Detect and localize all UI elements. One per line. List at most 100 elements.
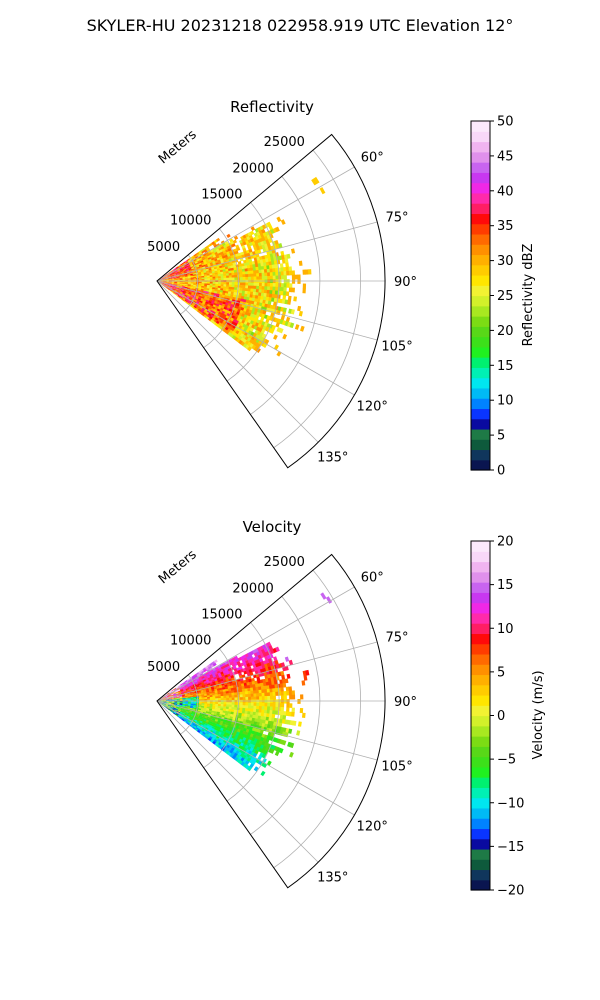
radar-gate xyxy=(187,697,192,699)
radar-gate xyxy=(226,277,230,281)
radar-gate xyxy=(255,269,260,274)
colorbar-segment xyxy=(471,408,490,420)
radar-gate xyxy=(184,685,188,688)
radar-gate xyxy=(230,293,234,298)
radar-gate xyxy=(301,680,306,686)
radar-gate xyxy=(228,702,233,705)
radar-gate xyxy=(239,282,244,286)
radar-gate xyxy=(216,686,221,689)
radar-gate xyxy=(201,284,205,287)
radar-gate xyxy=(211,288,216,292)
reflectivity-azimuth-ticks: 60°75°90°105°120°135° xyxy=(317,151,417,466)
radar-gate xyxy=(208,269,213,273)
radar-gate xyxy=(222,691,227,694)
radar-gate xyxy=(201,697,205,700)
radar-gate xyxy=(285,711,290,717)
radar-gate xyxy=(198,283,203,285)
radar-gate xyxy=(269,706,274,711)
radar-gate xyxy=(273,344,279,350)
radar-gate xyxy=(178,287,183,289)
radar-gate xyxy=(187,276,192,278)
radar-gate xyxy=(181,706,186,708)
radar-gate xyxy=(264,272,268,277)
radar-gate xyxy=(202,679,207,683)
radar-gate xyxy=(169,691,173,694)
azimuth-gridline xyxy=(156,280,355,396)
radar-gate xyxy=(175,271,179,274)
radar-gate xyxy=(239,277,244,281)
radar-gate xyxy=(190,701,194,703)
radar-gate xyxy=(189,683,194,687)
radar-gate xyxy=(242,287,246,292)
radar-gate xyxy=(228,268,232,272)
radar-gate xyxy=(175,692,179,694)
radar-gate xyxy=(242,694,246,698)
radar-gate xyxy=(291,279,296,284)
radar-gate xyxy=(182,281,186,283)
radar-gate xyxy=(198,285,202,288)
colorbar-segment xyxy=(471,633,490,645)
radar-gate xyxy=(160,278,164,280)
radar-gate xyxy=(184,686,189,689)
radar-gate xyxy=(194,681,199,684)
radar-gate xyxy=(260,715,264,721)
radar-gate xyxy=(214,692,219,695)
radar-gate xyxy=(212,276,216,279)
colorbar-segment xyxy=(471,582,490,593)
azimuth-tick-label: 120° xyxy=(357,819,388,834)
radar-gate xyxy=(287,299,292,305)
radar-gate xyxy=(263,293,268,298)
radar-gate xyxy=(167,285,171,288)
radar-gate xyxy=(201,274,205,277)
radar-gate xyxy=(215,698,219,701)
radar-gate xyxy=(171,283,175,286)
radar-gate xyxy=(201,705,205,708)
radar-gate xyxy=(167,285,172,287)
radar-gate xyxy=(261,289,265,294)
radar-gate xyxy=(225,288,230,292)
radar-gate xyxy=(170,290,174,294)
radar-gate xyxy=(180,689,184,692)
radar-gate xyxy=(228,272,233,276)
colorbar-segment xyxy=(471,715,490,727)
radar-gate xyxy=(267,702,271,707)
radar-gate xyxy=(260,682,265,687)
radar-gate xyxy=(257,646,262,652)
radar-gate xyxy=(188,261,193,265)
radar-gate xyxy=(203,286,208,289)
radar-gate xyxy=(201,295,206,298)
radar-gate xyxy=(160,700,164,701)
radar-gate xyxy=(206,691,210,695)
radar-gate xyxy=(214,291,218,294)
radar-gate xyxy=(263,289,268,294)
radar-gate xyxy=(162,275,166,278)
radar-gate xyxy=(171,290,175,293)
radar-gate xyxy=(269,268,273,273)
radar-gate xyxy=(238,666,243,671)
radar-gate xyxy=(169,288,173,291)
radar-gate xyxy=(184,286,188,289)
colorbar-segment xyxy=(471,244,490,256)
radar-gate xyxy=(176,697,181,699)
radar-gate xyxy=(233,267,237,271)
radar-gate xyxy=(167,694,171,697)
colorbar-segment xyxy=(471,674,490,686)
radar-gate xyxy=(233,235,239,240)
radar-gate xyxy=(199,265,203,269)
radar-gate xyxy=(231,690,235,694)
radar-gate xyxy=(160,282,164,284)
radar-gate xyxy=(220,697,225,701)
radar-gate xyxy=(220,271,224,275)
radar-gate xyxy=(177,268,181,272)
radar-gate xyxy=(247,665,252,671)
radar-gate xyxy=(256,676,261,681)
radar-gate xyxy=(176,702,181,704)
radar-gate xyxy=(288,728,293,734)
radar-gate xyxy=(178,272,182,275)
radar-gate xyxy=(217,709,221,713)
radar-gate xyxy=(187,701,192,703)
radar-gate xyxy=(185,702,189,704)
radar-gate xyxy=(209,274,213,278)
radar-gate xyxy=(171,290,175,293)
radar-gate xyxy=(241,245,246,250)
